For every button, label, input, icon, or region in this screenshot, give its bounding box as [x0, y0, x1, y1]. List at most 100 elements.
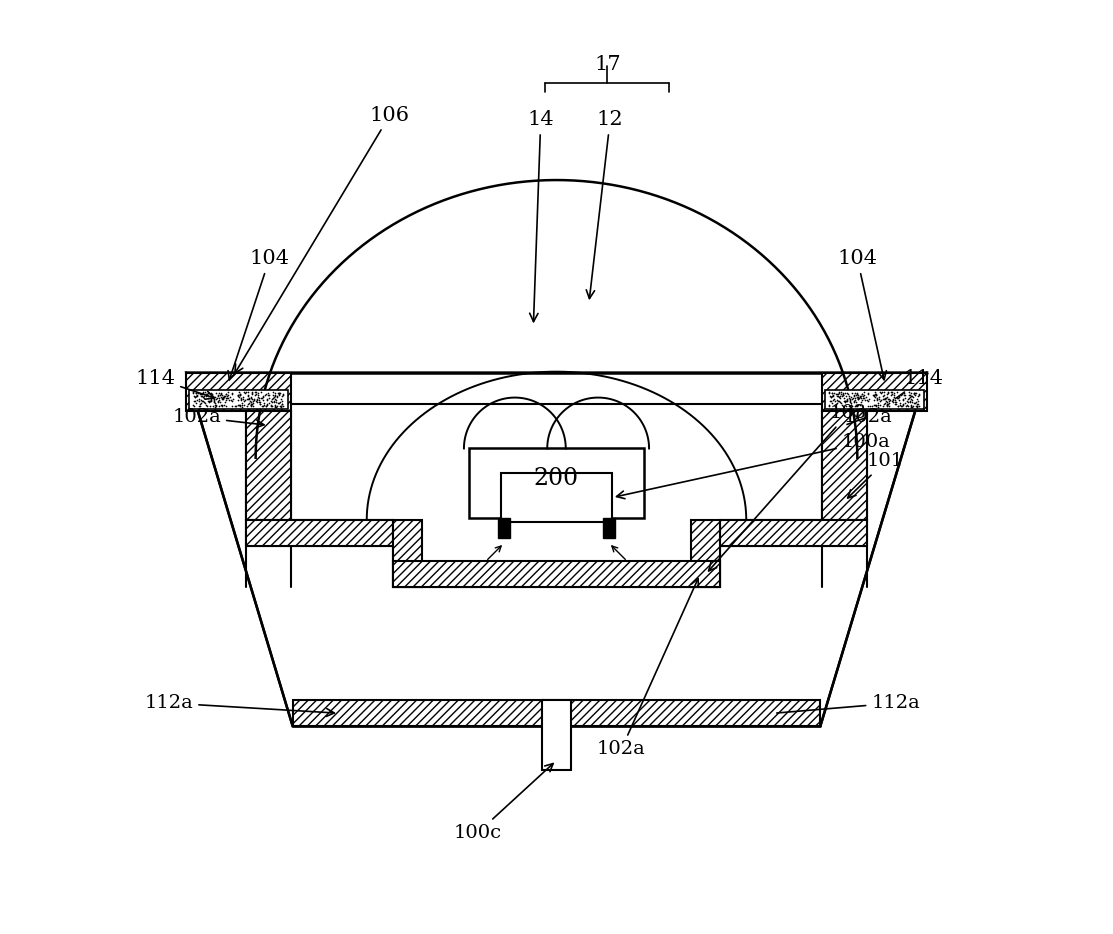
Point	[854, 390, 871, 405]
Point	[242, 398, 259, 413]
Point	[837, 389, 855, 403]
Point	[886, 390, 904, 405]
Point	[854, 399, 871, 414]
Point	[200, 393, 218, 408]
Point	[218, 389, 236, 403]
Point	[211, 395, 229, 410]
Point	[245, 392, 263, 407]
Point	[210, 392, 228, 407]
Point	[232, 388, 249, 403]
Bar	[393, 561, 720, 587]
Point	[824, 386, 841, 401]
Point	[849, 391, 867, 406]
Point	[867, 398, 885, 413]
Point	[833, 385, 850, 400]
Point	[267, 394, 285, 409]
Point	[260, 388, 278, 403]
Point	[223, 393, 240, 408]
Point	[867, 387, 885, 402]
Point	[236, 392, 254, 407]
Point	[830, 390, 848, 405]
Point	[255, 397, 273, 412]
Point	[238, 389, 256, 403]
Point	[910, 387, 928, 402]
Point	[883, 385, 900, 400]
Point	[898, 397, 916, 412]
Point	[185, 399, 203, 414]
Bar	[542, 700, 571, 770]
Point	[270, 396, 288, 411]
Point	[849, 389, 867, 404]
Point	[188, 389, 206, 403]
Point	[899, 390, 917, 405]
Point	[197, 389, 215, 403]
Point	[902, 399, 919, 414]
Point	[262, 397, 279, 412]
Point	[894, 391, 912, 406]
Point	[896, 390, 914, 405]
Point	[890, 389, 908, 403]
Point	[828, 392, 846, 407]
Point	[848, 385, 866, 400]
Point	[194, 385, 211, 400]
Point	[240, 395, 258, 410]
Point	[215, 389, 233, 404]
Point	[908, 389, 926, 403]
Point	[239, 396, 257, 411]
Point	[899, 391, 917, 406]
Point	[209, 395, 227, 410]
Point	[845, 393, 863, 408]
Point	[839, 386, 857, 401]
Point	[880, 395, 898, 410]
Point	[834, 388, 851, 403]
Point	[214, 391, 232, 406]
Point	[836, 394, 854, 409]
Point	[259, 388, 277, 403]
Point	[837, 394, 855, 409]
Point	[830, 394, 848, 409]
Point	[835, 385, 853, 400]
Bar	[293, 700, 820, 727]
Point	[255, 393, 273, 408]
Point	[903, 394, 920, 409]
Point	[880, 399, 898, 414]
Point	[196, 385, 214, 400]
Point	[906, 386, 924, 401]
Point	[247, 387, 265, 402]
Point	[216, 389, 234, 403]
Point	[849, 398, 867, 413]
Point	[252, 385, 269, 400]
Point	[194, 385, 211, 400]
Point	[892, 388, 909, 403]
Point	[897, 399, 915, 414]
Point	[214, 389, 232, 404]
Point	[871, 386, 889, 401]
Point	[898, 394, 916, 409]
Point	[242, 394, 259, 409]
Point	[193, 393, 210, 408]
Point	[266, 391, 284, 406]
Point	[186, 389, 204, 404]
Point	[270, 386, 288, 401]
Point	[223, 387, 240, 402]
Point	[237, 385, 255, 400]
Point	[190, 393, 208, 408]
Point	[824, 389, 841, 403]
Text: 112a: 112a	[777, 694, 920, 713]
Point	[850, 389, 868, 404]
Point	[898, 394, 916, 409]
Point	[239, 390, 257, 405]
Point	[861, 399, 879, 414]
Point	[826, 398, 844, 413]
Point	[836, 390, 854, 405]
Point	[213, 385, 230, 400]
Point	[906, 396, 924, 411]
Point	[274, 387, 292, 402]
Point	[254, 399, 272, 414]
Point	[886, 395, 904, 410]
Point	[257, 399, 275, 414]
Point	[841, 389, 859, 404]
Point	[859, 386, 877, 401]
Point	[243, 396, 260, 411]
Point	[889, 399, 907, 414]
